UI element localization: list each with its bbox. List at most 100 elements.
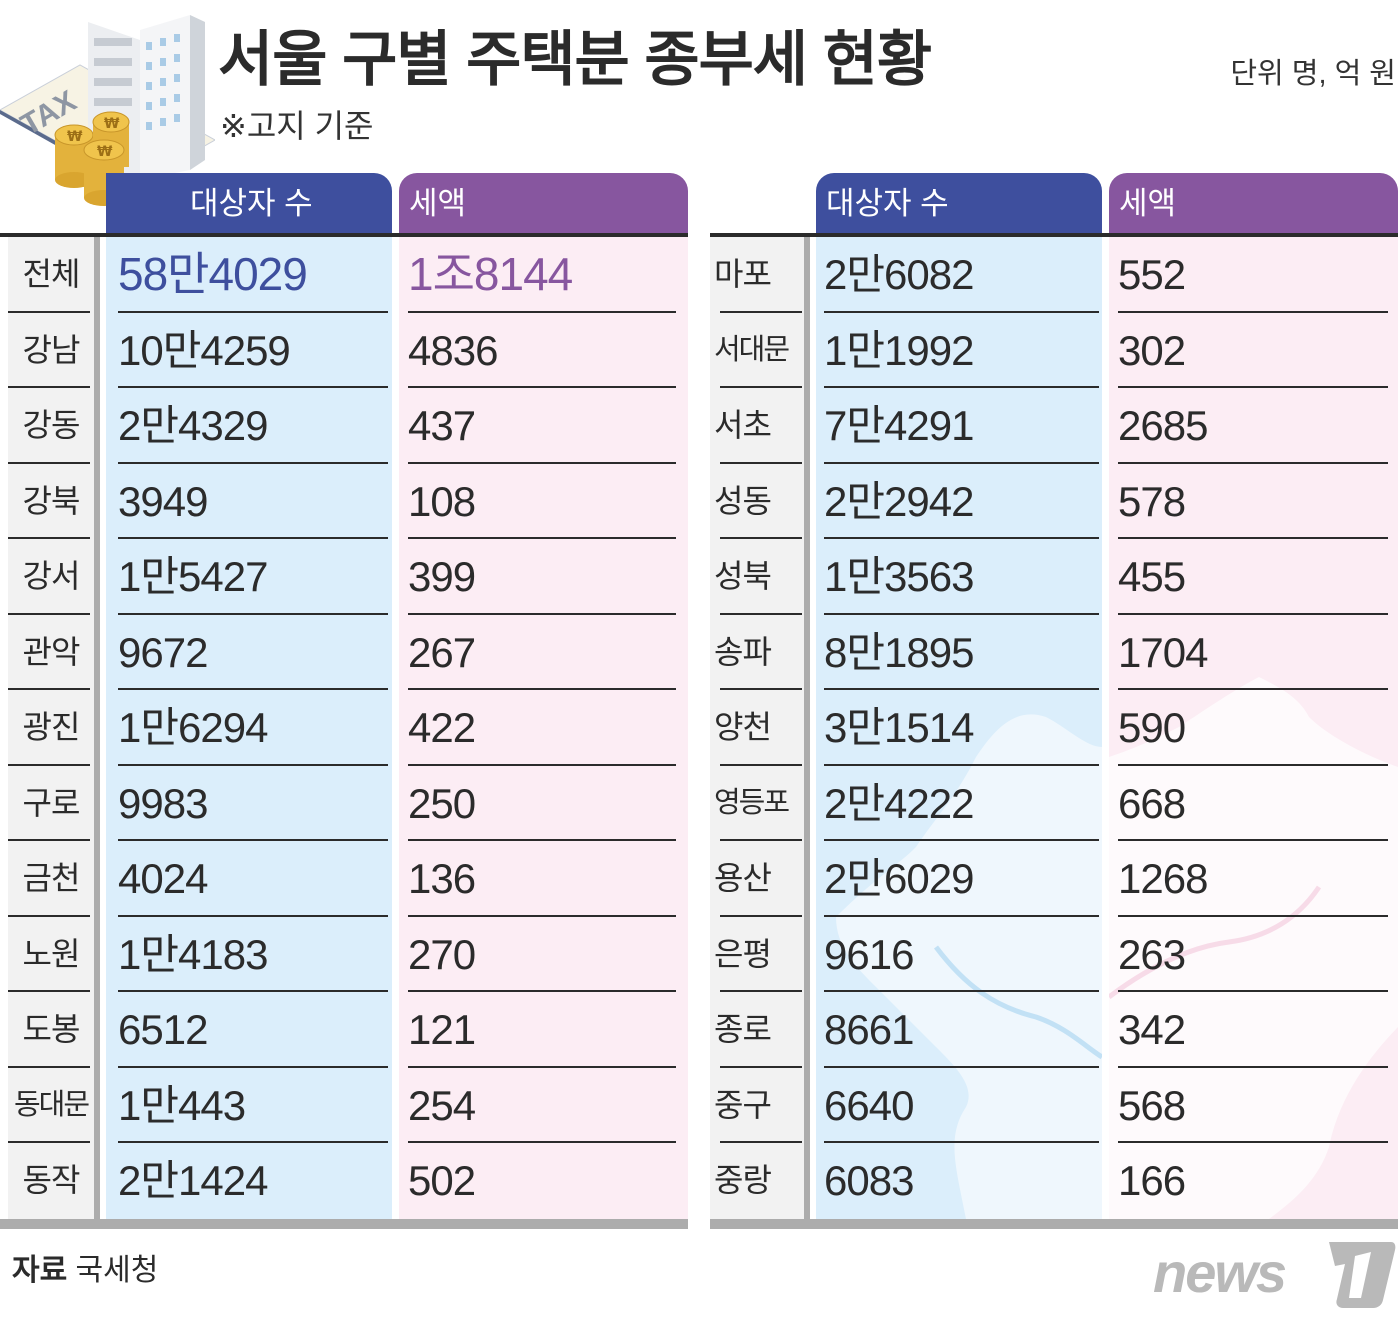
tax-amount: 668 bbox=[1118, 779, 1186, 827]
tax-amount: 1조8144 bbox=[408, 248, 573, 300]
source-label: 자료 bbox=[12, 1254, 68, 1287]
taxpayer-count: 3만1514 bbox=[824, 704, 974, 751]
table-row: 동대문 1만443 254 bbox=[0, 1068, 688, 1143]
count-column-bg bbox=[106, 237, 392, 1219]
tax-amount: 267 bbox=[408, 628, 476, 676]
svg-text:₩: ₩ bbox=[67, 129, 83, 145]
taxpayer-count: 6512 bbox=[118, 1006, 208, 1053]
table-row: 성북 1만3563 455 bbox=[710, 539, 1398, 615]
tax-amount: 254 bbox=[408, 1081, 476, 1129]
district-name: 용산 bbox=[714, 860, 772, 896]
taxpayer-count: 8661 bbox=[824, 1006, 914, 1053]
svg-text:news: news bbox=[1153, 1241, 1286, 1304]
tax-amount: 455 bbox=[1118, 553, 1186, 600]
taxpayer-count: 6083 bbox=[824, 1157, 914, 1204]
tax-amount: 250 bbox=[408, 779, 476, 827]
district-name: 성북 bbox=[714, 558, 772, 594]
svg-text:₩: ₩ bbox=[97, 144, 113, 160]
taxpayer-count: 8만1895 bbox=[824, 628, 974, 676]
table-body-background bbox=[0, 237, 688, 1219]
taxpayer-count: 2만2942 bbox=[824, 477, 974, 525]
district-name: 구로 bbox=[22, 784, 81, 821]
left-table: 대상자 수 세액 전체 58만4029 1조8144 강남 10만4259 48… bbox=[0, 173, 688, 1229]
tax-amount: 399 bbox=[408, 553, 476, 600]
name-column-bg bbox=[8, 237, 94, 1219]
tax-column-header: 세액 bbox=[1109, 173, 1398, 235]
svg-text:₩: ₩ bbox=[104, 116, 120, 132]
table-row: 동작 2만1424 502 bbox=[0, 1143, 688, 1219]
tax-amount: 1268 bbox=[1118, 855, 1208, 902]
tax-amount: 263 bbox=[1118, 930, 1186, 978]
count-column-header: 대상자 수 bbox=[816, 173, 1102, 235]
table-row: 서대문 1만1992 302 bbox=[710, 313, 1398, 388]
district-name: 송파 bbox=[714, 633, 772, 670]
district-name: 영등포 bbox=[714, 786, 790, 819]
tax-column-header: 세액 bbox=[399, 173, 688, 235]
count-column-header: 대상자 수 bbox=[106, 173, 392, 235]
table-row: 금천 4024 136 bbox=[0, 841, 688, 917]
tax-amount: 568 bbox=[1118, 1081, 1186, 1129]
district-name: 강동 bbox=[22, 407, 81, 443]
tax-column-bg bbox=[399, 237, 688, 1219]
page-subtitle: ※고지 기준 bbox=[220, 108, 374, 144]
district-name: 종로 bbox=[714, 1011, 772, 1047]
taxpayer-count: 2만4329 bbox=[118, 402, 268, 449]
tax-amount: 4836 bbox=[408, 326, 498, 374]
table-row: 강북 3949 108 bbox=[0, 464, 688, 539]
tax-amount: 552 bbox=[1118, 251, 1186, 298]
table-row-total: 전체 58만4029 1조8144 bbox=[0, 237, 688, 313]
taxpayer-count: 9672 bbox=[118, 628, 208, 676]
table-row: 강남 10만4259 4836 bbox=[0, 313, 688, 388]
table-bottom-bar bbox=[710, 1219, 1398, 1229]
table-row: 서초 7만4291 2685 bbox=[710, 388, 1398, 464]
district-name: 은평 bbox=[714, 935, 772, 972]
taxpayer-count: 9983 bbox=[118, 779, 208, 827]
taxpayer-count: 1만5427 bbox=[118, 553, 268, 600]
taxpayer-count: 58만4029 bbox=[118, 248, 308, 300]
taxpayer-count: 1만1992 bbox=[824, 326, 974, 374]
unit-label: 단위 명, 억 원 bbox=[1230, 58, 1396, 90]
table-row: 용산 2만6029 1268 bbox=[710, 841, 1398, 917]
tax-amount: 422 bbox=[408, 704, 476, 751]
district-name: 노원 bbox=[22, 935, 81, 972]
district-name: 중랑 bbox=[714, 1162, 772, 1198]
name-column-bg bbox=[710, 237, 804, 1219]
header-divider bbox=[0, 233, 688, 237]
tax-amount: 302 bbox=[1118, 326, 1186, 374]
tax-amount: 166 bbox=[1118, 1157, 1186, 1204]
tax-amount: 590 bbox=[1118, 704, 1186, 751]
taxpayer-count: 9616 bbox=[824, 930, 914, 978]
tax-column-bg bbox=[1109, 237, 1398, 1219]
table-row: 관악 9672 267 bbox=[0, 615, 688, 690]
table-row: 종로 8661 342 bbox=[710, 992, 1398, 1068]
district-name: 동작 bbox=[22, 1162, 81, 1198]
taxpayer-count: 10만4259 bbox=[118, 326, 291, 374]
table-row: 광진 1만6294 422 bbox=[0, 690, 688, 766]
district-name: 전체 bbox=[22, 256, 81, 292]
taxpayer-count: 1만3563 bbox=[824, 553, 974, 600]
table-row: 중구 6640 568 bbox=[710, 1068, 1398, 1143]
district-name: 마포 bbox=[714, 256, 772, 292]
tax-amount: 1704 bbox=[1118, 628, 1208, 676]
table-row: 도봉 6512 121 bbox=[0, 992, 688, 1068]
district-name: 금천 bbox=[22, 860, 81, 896]
taxpayer-count: 1만6294 bbox=[118, 704, 268, 751]
tax-amount: 121 bbox=[408, 1006, 476, 1053]
header-divider bbox=[710, 233, 1398, 237]
taxpayer-count: 1만4183 bbox=[118, 930, 268, 978]
tax-amount: 578 bbox=[1118, 477, 1186, 525]
tax-amount: 108 bbox=[408, 477, 476, 525]
table-row: 강서 1만5427 399 bbox=[0, 539, 688, 615]
table-row: 노원 1만4183 270 bbox=[0, 917, 688, 992]
district-name: 서초 bbox=[714, 407, 772, 443]
table-row: 구로 9983 250 bbox=[0, 766, 688, 841]
table-row: 강동 2만4329 437 bbox=[0, 388, 688, 464]
district-name: 도봉 bbox=[22, 1011, 81, 1047]
tax-amount: 270 bbox=[408, 930, 476, 978]
tax-amount: 342 bbox=[1118, 1006, 1186, 1053]
column-divider bbox=[804, 237, 810, 1219]
taxpayer-count: 6640 bbox=[824, 1081, 914, 1129]
source-credit: 자료 국세청 bbox=[12, 1256, 158, 1286]
table-row: 송파 8만1895 1704 bbox=[710, 615, 1398, 690]
district-name: 동대문 bbox=[13, 1088, 90, 1121]
